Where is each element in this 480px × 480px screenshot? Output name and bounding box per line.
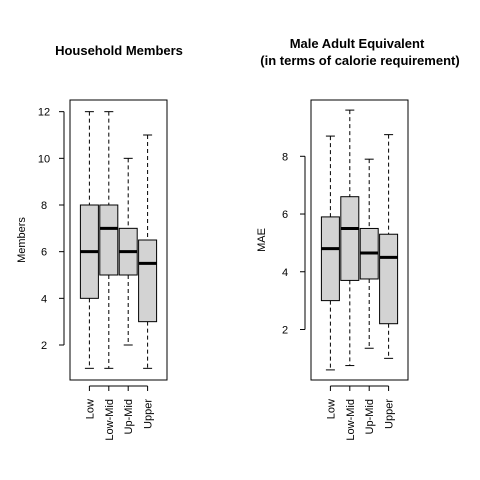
y-tick-label: 12 (38, 107, 50, 119)
x-tick-label: Up-Mid (364, 399, 376, 434)
y-axis: 2 4 6 8 10 12 (38, 107, 65, 352)
box-low (79, 111, 99, 369)
box-iqr (379, 233, 399, 325)
box-marks (320, 109, 399, 371)
plot-frame (310, 99, 409, 381)
box-marks (79, 111, 158, 369)
y-tick-label: 8 (282, 151, 288, 163)
chart-title-line-1: Household Members (55, 43, 183, 58)
x-tick-label: Low (325, 399, 337, 419)
mae-panel: Male Adult Equivalent (in terms of calor… (256, 36, 460, 441)
x-tick-label: Low-Mid (104, 399, 116, 441)
y-tick-label: 8 (41, 200, 47, 212)
y-tick-label: 4 (41, 293, 47, 305)
x-axis: Low Low-Mid Up-Mid Upper (325, 385, 396, 441)
chart-title-line-2: (in terms of calorie requirement) (260, 53, 459, 68)
x-tick-label: Upper (143, 399, 155, 429)
box-low (320, 135, 340, 371)
x-tick-label: Upper (384, 399, 396, 429)
box-iqr (320, 216, 340, 302)
y-tick-label: 6 (282, 209, 288, 221)
x-axis: Low Low-Mid Up-Mid Upper (84, 385, 155, 441)
y-axis: 2 4 6 8 (282, 151, 306, 336)
x-tick-label: Up-Mid (123, 399, 135, 434)
box-up-mid (359, 158, 379, 349)
box-upper (138, 134, 158, 369)
y-tick-label: 2 (41, 340, 47, 352)
y-axis-label: MAE (256, 228, 268, 252)
y-tick-label: 4 (282, 267, 288, 279)
y-tick-label: 6 (41, 247, 47, 259)
y-tick-label: 10 (38, 153, 50, 165)
x-tick-label: Low-Mid (345, 399, 357, 441)
box-low-mid (340, 109, 360, 367)
box-iqr (99, 204, 119, 276)
box-up-mid (118, 157, 138, 346)
box-low-mid (99, 111, 119, 369)
box-iqr (138, 239, 158, 323)
box-upper (379, 134, 399, 359)
chart-title-line-1: Male Adult Equivalent (290, 36, 425, 51)
box-iqr (340, 196, 360, 281)
y-axis-label: Members (16, 217, 28, 263)
plot-frame (69, 99, 168, 381)
y-tick-label: 2 (282, 324, 288, 336)
x-tick-label: Low (84, 399, 96, 419)
